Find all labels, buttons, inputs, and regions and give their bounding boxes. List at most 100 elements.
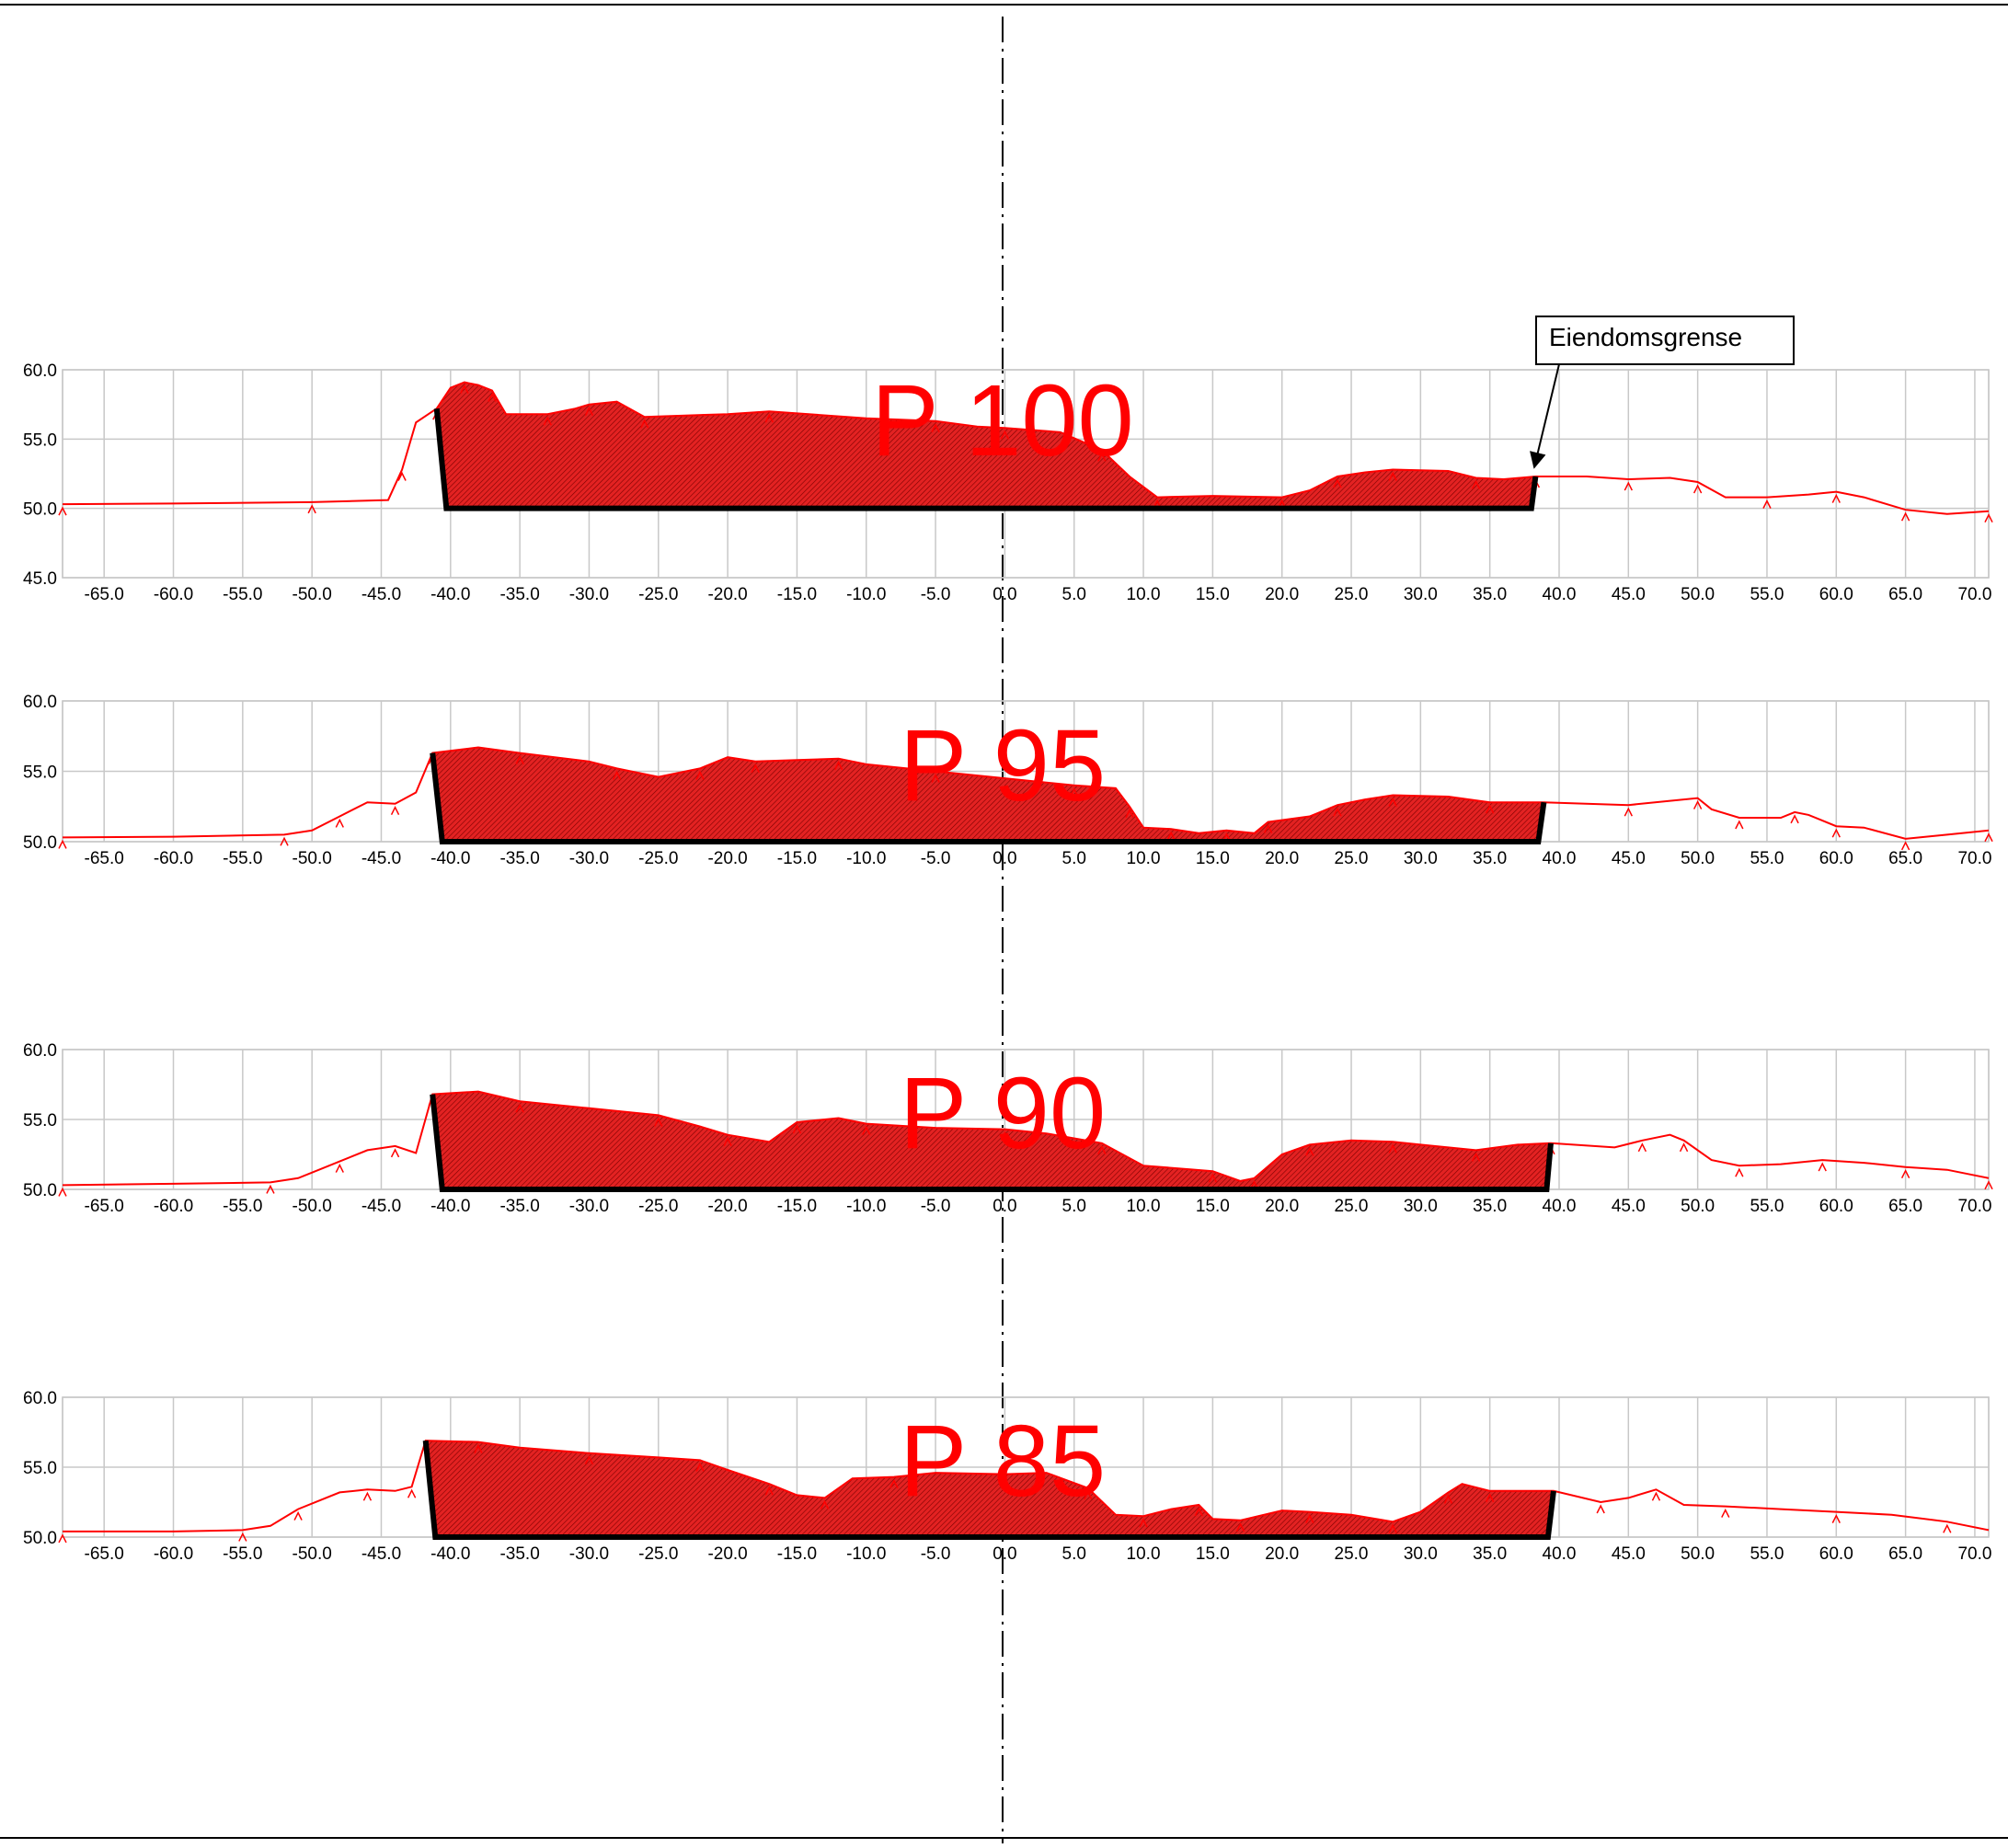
x-tick-label: -20.0: [707, 849, 747, 868]
terrain-symbol: [293, 1510, 303, 1521]
terrain-symbol: [931, 773, 940, 783]
x-tick-label: 40.0: [1543, 1544, 1577, 1564]
terrain-symbol: [792, 1124, 802, 1134]
x-tick-label: 40.0: [1543, 585, 1577, 604]
x-tick-label: -40.0: [430, 849, 470, 868]
x-tick-label: 60.0: [1819, 1544, 1853, 1564]
x-tick-label: -35.0: [499, 585, 539, 604]
terrain-symbol: [640, 419, 649, 429]
terrain-symbol: [1333, 807, 1342, 817]
x-tick-label: -60.0: [154, 849, 193, 868]
terrain-symbol: [543, 416, 552, 426]
terrain-symbol: [1984, 832, 1993, 843]
x-tick-label: 65.0: [1888, 1197, 1922, 1216]
terrain-symbol: [1208, 1173, 1218, 1183]
x-tick-label: 50.0: [1681, 1544, 1715, 1564]
x-tick-label: 10.0: [1127, 1197, 1161, 1216]
x-tick-label: -15.0: [777, 1544, 817, 1564]
x-tick-label: 50.0: [1681, 849, 1715, 868]
terrain-symbol: [1388, 1523, 1397, 1533]
callout-arrow: [1530, 363, 1560, 469]
terrain-symbol: [1263, 823, 1273, 833]
x-tick-label: 30.0: [1404, 1544, 1438, 1564]
excavation-outline: [430, 1094, 1554, 1192]
terrain-symbol: [1624, 481, 1633, 491]
x-tick-label: 35.0: [1473, 585, 1507, 604]
x-tick-label: 20.0: [1265, 1197, 1299, 1216]
terrain-symbol: [1790, 814, 1799, 824]
x-tick-label: -15.0: [777, 585, 817, 604]
terrain-symbol: [1305, 1146, 1314, 1156]
x-tick-label: -15.0: [777, 849, 817, 868]
terrain-symbol: [488, 392, 497, 402]
x-tick-label: -55.0: [223, 849, 262, 868]
x-tick-label: 30.0: [1404, 1197, 1438, 1216]
terrain-line: [62, 746, 1990, 840]
terrain-symbol: [612, 770, 622, 780]
terrain-symbol: [1831, 1513, 1841, 1523]
x-tick-label: -60.0: [154, 1544, 193, 1564]
terrain-line: [63, 1440, 1990, 1532]
x-tick-label: -25.0: [638, 1544, 678, 1564]
excavation-area: [432, 1091, 1551, 1189]
x-tick-label: -50.0: [293, 849, 332, 868]
terrain-symbol: [407, 1488, 417, 1498]
x-tick-label: -40.0: [430, 585, 470, 604]
terrain-symbol: [1485, 804, 1495, 814]
x-tick-label: -65.0: [85, 849, 124, 868]
x-tick-label: 50.0: [1681, 585, 1715, 604]
terrain-symbol: [1735, 820, 1744, 830]
y-tick-label: 55.0: [23, 1111, 57, 1131]
terrain-symbol: [58, 1187, 67, 1197]
x-tick-label: 60.0: [1819, 1197, 1853, 1216]
x-tick-label: -25.0: [638, 1197, 678, 1216]
terrain-symbol: [695, 770, 705, 780]
x-tick-label: -65.0: [85, 1544, 124, 1564]
x-tick-label: -20.0: [707, 1197, 747, 1216]
x-tick-label: 35.0: [1473, 1197, 1507, 1216]
terrain-symbol: [1388, 1143, 1397, 1154]
terrain-symbol: [1388, 797, 1397, 807]
x-tick-label: 5.0: [1062, 1544, 1086, 1564]
y-tick-label: 60.0: [23, 1041, 57, 1061]
x-tick-label: -65.0: [85, 1197, 124, 1216]
x-tick-label: 45.0: [1612, 849, 1646, 868]
x-tick-label: -20.0: [707, 1544, 747, 1564]
x-tick-label: -35.0: [499, 1544, 539, 1564]
profile-title: P 95: [900, 709, 1106, 822]
terrain-symbol: [1305, 1513, 1314, 1523]
y-tick-label: 60.0: [23, 362, 57, 381]
terrain-symbol: [1900, 511, 1910, 522]
terrain-symbol: [764, 1486, 774, 1496]
x-tick-label: 65.0: [1888, 1544, 1922, 1564]
terrain-symbol: [1166, 831, 1176, 841]
terrain-symbol: [1831, 493, 1841, 503]
x-tick-label: -5.0: [921, 585, 951, 604]
excavation-area: [432, 747, 1544, 842]
terrain-symbol: [1333, 478, 1342, 488]
x-tick-label: 0.0: [993, 1544, 1016, 1564]
x-tick-label: -30.0: [569, 1544, 609, 1564]
x-tick-label: 30.0: [1404, 585, 1438, 604]
terrain-symbol: [1471, 479, 1481, 489]
terrain-symbol: [266, 1184, 275, 1194]
x-tick-label: 5.0: [1062, 849, 1086, 868]
x-tick-label: 65.0: [1888, 585, 1922, 604]
x-tick-label: -35.0: [499, 1197, 539, 1216]
x-tick-label: 70.0: [1957, 585, 1991, 604]
x-tick-label: -40.0: [430, 1544, 470, 1564]
x-tick-label: 0.0: [993, 849, 1016, 868]
x-tick-label: -10.0: [846, 1197, 886, 1216]
x-tick-label: 0.0: [993, 1197, 1016, 1216]
x-tick-label: 60.0: [1819, 585, 1853, 604]
terrain-symbol: [1097, 452, 1107, 462]
x-tick-label: -15.0: [777, 1197, 817, 1216]
terrain-symbol: [584, 1455, 594, 1465]
terrain-symbol: [307, 504, 316, 514]
terrain-symbol: [1194, 1507, 1203, 1517]
profile-title: P 85: [900, 1405, 1106, 1518]
terrain-symbol: [1097, 1145, 1107, 1155]
terrain-symbol: [390, 806, 400, 816]
terrain-symbol: [1637, 1142, 1647, 1153]
